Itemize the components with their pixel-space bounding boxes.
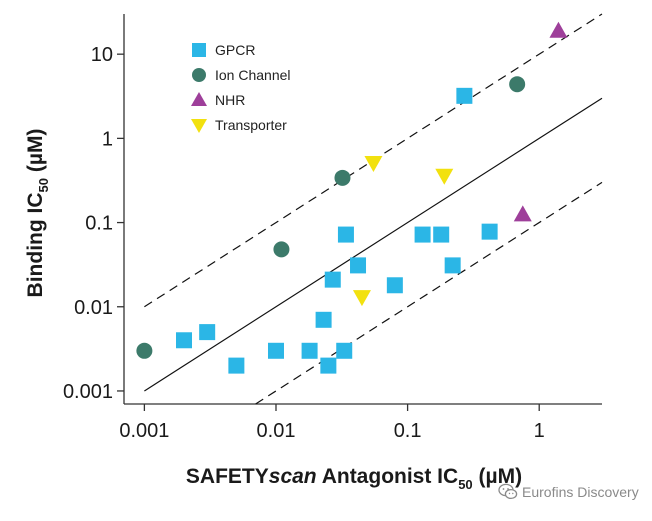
axes: 0.001 0.01 0.1 1 10 0.001 0.01 0.1 1 xyxy=(63,14,602,442)
y-axis-title: Binding IC50 (µM) xyxy=(24,129,51,298)
reference-lines xyxy=(144,13,603,405)
gpcr-point xyxy=(414,226,431,243)
transporter-point xyxy=(352,290,371,307)
nhr-point xyxy=(513,205,532,222)
legend-marker-ion-channel xyxy=(192,68,206,82)
transporter-point xyxy=(435,168,454,185)
legend-label-transporter: Transporter xyxy=(215,117,287,133)
gpcr-point xyxy=(336,342,353,359)
nhr-point xyxy=(549,21,568,38)
x-tick-label: 0.001 xyxy=(119,420,169,442)
gpcr-point xyxy=(444,257,461,274)
dashed-reference-line xyxy=(255,181,603,405)
transporter-point xyxy=(364,155,383,172)
gpcr-point xyxy=(301,342,318,359)
gpcr-point xyxy=(481,223,498,240)
gpcr-point xyxy=(337,226,354,243)
gpcr-point xyxy=(315,311,332,328)
data-points xyxy=(136,21,568,374)
watermark-text: Eurofins Discovery xyxy=(522,484,639,500)
y-tick-label: 10 xyxy=(91,44,113,66)
watermark: Eurofins Discovery xyxy=(498,482,639,502)
legend-marker-transporter xyxy=(191,119,207,133)
legend-label-ion-channel: Ion Channel xyxy=(215,67,291,83)
x-tick-label: 1 xyxy=(534,420,545,442)
legend-label-nhr: NHR xyxy=(215,92,245,108)
ion-channel-point xyxy=(136,342,153,359)
ion-channel-point xyxy=(509,76,526,93)
y-tick-label: 1 xyxy=(102,128,113,150)
y-tick-label: 0.01 xyxy=(74,297,113,319)
legend-label-gpcr: GPCR xyxy=(215,42,255,58)
legend-marker-nhr xyxy=(191,92,207,106)
x-tick-label: 0.01 xyxy=(257,420,296,442)
identity-line xyxy=(144,97,603,392)
gpcr-point xyxy=(320,357,337,374)
wechat-icon xyxy=(498,483,518,500)
ion-channel-point xyxy=(334,169,351,186)
gpcr-point xyxy=(386,277,403,294)
y-tick-label: 0.001 xyxy=(63,381,113,403)
gpcr-point xyxy=(228,357,245,374)
gpcr-point xyxy=(176,332,193,349)
gpcr-point xyxy=(267,342,284,359)
gpcr-point xyxy=(456,87,473,104)
legend: GPCR Ion Channel NHR Transporter xyxy=(191,42,291,133)
legend-marker-gpcr xyxy=(192,43,206,57)
gpcr-point xyxy=(350,257,367,274)
x-tick-label: 0.1 xyxy=(394,420,422,442)
ion-channel-point xyxy=(273,241,290,258)
gpcr-point xyxy=(324,271,341,288)
gpcr-point xyxy=(433,226,450,243)
y-tick-label: 0.1 xyxy=(85,213,113,235)
gpcr-point xyxy=(199,324,216,341)
x-axis-title: SAFETYscan Antagonist IC50 (µM) xyxy=(186,465,522,492)
